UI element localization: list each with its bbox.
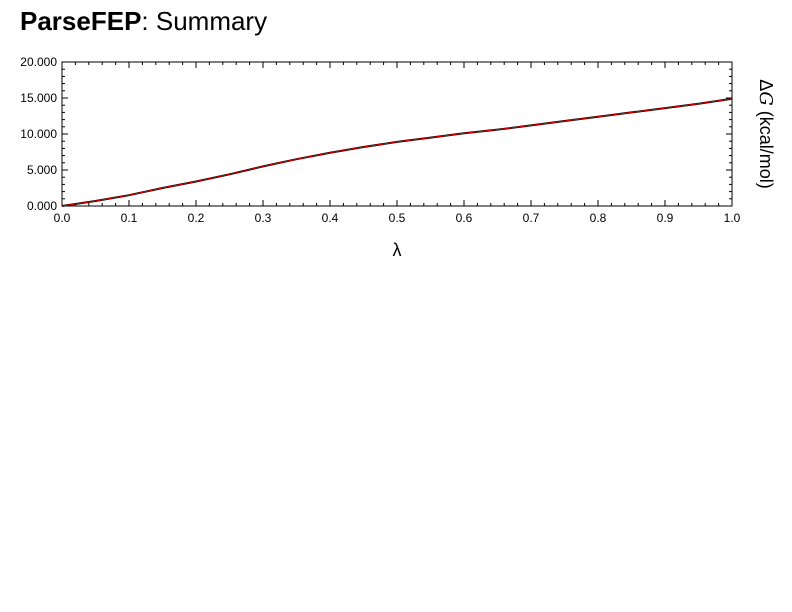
axis-ticks [61, 61, 733, 207]
y-tick-label: 20.000 [20, 55, 57, 69]
title-bold: ParseFEP [20, 6, 142, 36]
y-axis-label-var: G [755, 91, 776, 105]
x-tick-label: 0.8 [590, 211, 607, 225]
y-axis-label-units: (kcal/mol) [756, 106, 776, 189]
x-tick-label: 0.6 [456, 211, 473, 225]
x-tick-label: 0.2 [188, 211, 205, 225]
series-line-0 [61, 97, 733, 207]
y-axis-label: ΔG (kcal/mol) [755, 79, 776, 188]
page-title: ParseFEP: Summary [20, 6, 267, 37]
x-tick-label: 0.4 [322, 211, 339, 225]
x-tick-label: 0.9 [657, 211, 674, 225]
x-tick-label: 1.0 [724, 211, 741, 225]
series-line-1 [61, 98, 733, 207]
tick-labels: 0.0 0.1 0.2 0.3 0.4 0.5 0.6 0.7 0.8 0.9 1.0 0.000 5.… [20, 55, 740, 225]
y-tick-label: 0.000 [27, 199, 57, 213]
x-tick-label: 0.3 [255, 211, 272, 225]
x-tick-label: 0.0 [54, 211, 71, 225]
title-rest: : Summary [141, 6, 268, 36]
y-axis-label-delta: Δ [756, 79, 776, 91]
x-tick-label: 0.5 [389, 211, 406, 225]
y-tick-label: 10.000 [20, 127, 57, 141]
plot-frame [61, 61, 733, 207]
y-tick-label: 15.000 [20, 91, 57, 105]
x-tick-label: 0.1 [121, 211, 138, 225]
y-tick-label: 5.000 [27, 163, 57, 177]
series-layer [61, 97, 733, 207]
x-tick-label: 0.7 [523, 211, 540, 225]
x-axis-label: λ [393, 240, 402, 260]
